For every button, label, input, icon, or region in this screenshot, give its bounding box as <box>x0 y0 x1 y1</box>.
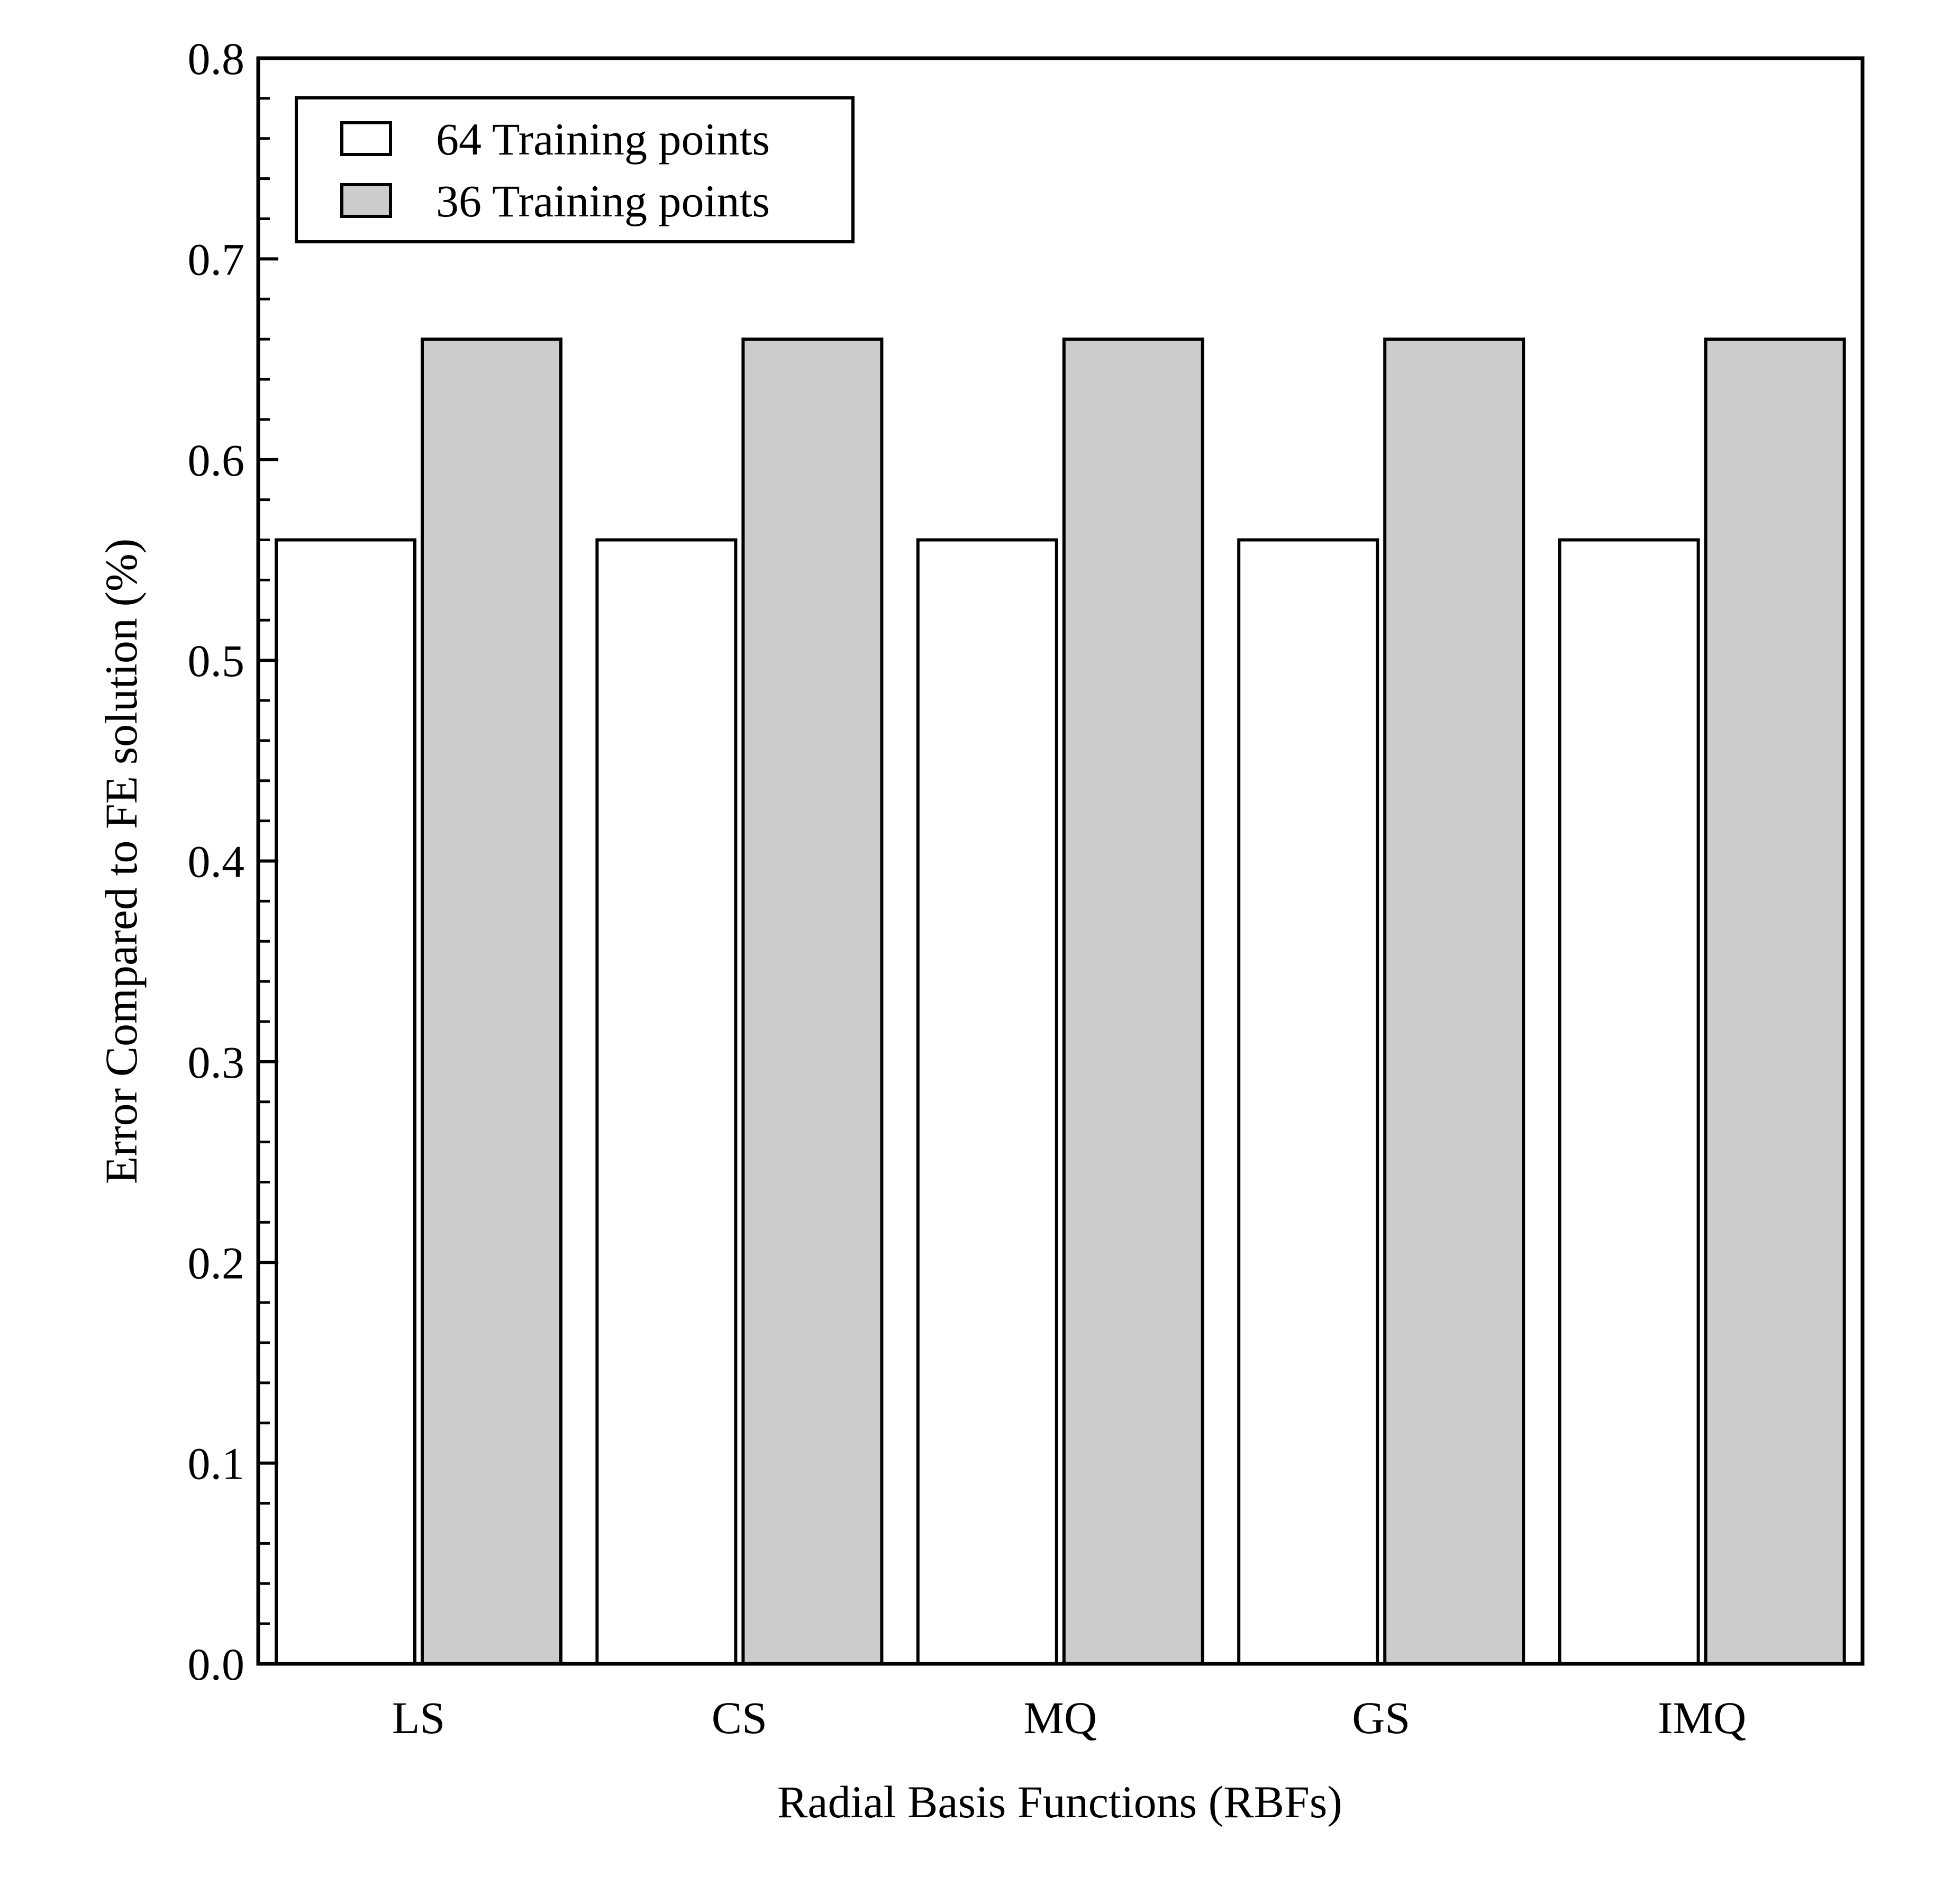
plot-area-frame <box>256 56 1865 1666</box>
bar-ls-series-1 <box>275 538 416 1665</box>
y-tick-label: 0.0 <box>188 1639 245 1690</box>
y-axis-label: Error Compared to FE solution (%) <box>96 539 147 1185</box>
legend-swatch-series-1 <box>340 121 392 156</box>
y-tick-label: 0.3 <box>188 1037 245 1088</box>
x-tick-label: LS <box>392 1692 445 1743</box>
y-tick-label: 0.6 <box>188 435 245 486</box>
bar-mq-series-1 <box>916 538 1058 1665</box>
bar-cs-series-1 <box>595 538 738 1665</box>
legend-label-series-1: 64 Training points <box>436 114 770 165</box>
y-tick-label: 0.7 <box>188 234 245 285</box>
x-tick-label: IMQ <box>1658 1692 1746 1743</box>
bar-imq-series-1 <box>1558 538 1700 1665</box>
bar-mq-series-2 <box>1062 338 1204 1665</box>
x-tick-labels: LS CS MQ GS IMQ <box>392 1692 1746 1743</box>
bar-gs-series-1 <box>1237 538 1379 1665</box>
x-tick-label: CS <box>712 1692 767 1743</box>
bars-layer <box>275 338 1846 1665</box>
x-axis-label: Radial Basis Functions (RBFs) <box>777 1777 1342 1827</box>
y-tick-label: 0.2 <box>188 1237 245 1288</box>
bar-gs-series-2 <box>1383 338 1525 1665</box>
y-tick-label: 0.8 <box>188 33 245 84</box>
y-tick-label: 0.4 <box>188 836 245 887</box>
bar-imq-series-2 <box>1704 338 1846 1665</box>
bar-ls-series-2 <box>421 338 562 1665</box>
y-tick-labels: 0.0 0.1 0.2 0.3 0.4 0.5 0.6 0.7 0.8 <box>188 33 245 1690</box>
legend-swatch-series-2 <box>340 183 392 218</box>
bar-cs-series-2 <box>741 338 884 1665</box>
y-tick-label: 0.5 <box>188 635 245 686</box>
x-tick-label: MQ <box>1024 1692 1097 1743</box>
x-tick-label: GS <box>1352 1692 1410 1743</box>
legend: 64 Training points 36 Training points <box>295 96 855 243</box>
legend-label-series-2: 36 Training points <box>436 176 770 226</box>
y-tick-label: 0.1 <box>188 1438 245 1489</box>
